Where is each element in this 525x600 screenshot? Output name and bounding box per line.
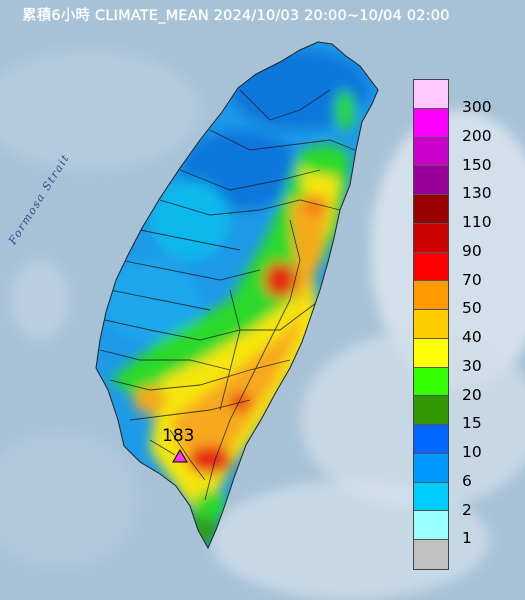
legend-label: 90 (462, 241, 482, 260)
legend-swatch (414, 338, 448, 368)
legend-label: 50 (462, 299, 482, 318)
legend-swatch (414, 108, 448, 138)
max-station-value: 183 (162, 426, 195, 446)
legend-swatch (414, 396, 448, 425)
legend-swatch (414, 540, 448, 569)
legend-label: 30 (462, 356, 482, 375)
legend-swatch (414, 425, 448, 454)
legend-swatch (414, 310, 448, 339)
legend-label: 10 (462, 443, 482, 461)
legend-label: 70 (462, 270, 482, 289)
legend-swatch (414, 137, 448, 167)
legend-label: 15 (462, 414, 482, 433)
legend-label: 110 (462, 213, 492, 231)
legend-label: 150 (462, 155, 492, 174)
legend-label: 6 (462, 471, 472, 490)
legend-label: 300 (462, 98, 492, 116)
legend-swatch (414, 195, 448, 224)
legend-swatch (414, 453, 448, 483)
legend-swatch (414, 281, 448, 310)
legend-label: 40 (462, 328, 482, 346)
legend-swatch (414, 252, 448, 282)
legend-swatch (414, 80, 448, 109)
legend-swatch (414, 511, 448, 540)
legend-label: 130 (462, 184, 492, 203)
legend-swatch (414, 166, 448, 195)
map-title: 累積6小時 CLIMATE_MEAN 2024/10/03 20:00~10/0… (22, 8, 450, 24)
coastline (95, 41, 379, 550)
legend-label: 20 (462, 385, 482, 404)
legend-swatch (414, 367, 448, 397)
legend-swatch (414, 223, 448, 253)
legend-label: 2 (462, 500, 472, 519)
max-station-marker (172, 449, 188, 463)
color-legend (413, 79, 449, 570)
legend-label: 1 (462, 529, 472, 548)
legend-swatch (414, 482, 448, 512)
legend-label: 200 (462, 126, 492, 145)
